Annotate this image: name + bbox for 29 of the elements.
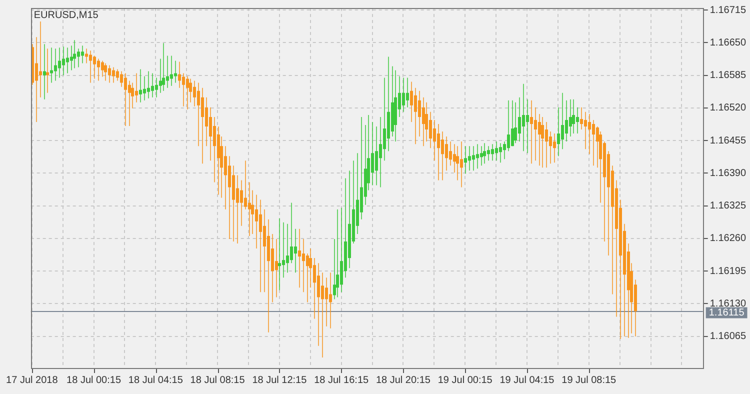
x-tick-label: 19 Jul 00:15: [438, 374, 493, 386]
candlestick: [50, 48, 53, 83]
x-tick-label: 18 Jul 00:15: [66, 374, 122, 386]
y-tick-label: 1.16130: [710, 298, 746, 310]
y-tick-label: 1.16195: [710, 266, 746, 277]
candlestick: [43, 44, 46, 100]
candlestick: [39, 22, 42, 98]
candlestick: [46, 48, 49, 93]
x-tick-label: 18 Jul 04:15: [128, 374, 184, 386]
y-tick-label: 1.16715: [710, 4, 746, 16]
candlestick: [278, 218, 281, 290]
chart-title: EURUSD,M15: [34, 10, 99, 21]
x-tick-label: 18 Jul 08:15: [190, 374, 246, 386]
candlestick: [282, 222, 285, 278]
y-tick-label: 1.16065: [710, 331, 746, 342]
x-tick-label: 18 Jul 12:15: [252, 374, 308, 386]
x-tick-label: 18 Jul 16:15: [314, 374, 370, 386]
x-tick-label: 19 Jul 04:15: [500, 374, 555, 386]
y-tick-label: 1.16260: [710, 233, 746, 244]
ref-line-label: 1.16115: [708, 308, 745, 319]
x-tick-label: 17 Jul 2018: [6, 374, 58, 386]
y-tick-label: 1.16650: [710, 37, 746, 48]
y-tick-label: 1.16325: [710, 200, 746, 212]
y-tick-label: 1.16520: [710, 102, 746, 114]
y-tick-label: 1.16585: [710, 70, 746, 82]
y-tick-label: 1.16455: [710, 135, 746, 146]
x-tick-label: 19 Jul 08:15: [562, 374, 617, 386]
x-tick-label: 18 Jul 20:15: [376, 374, 431, 386]
y-tick-label: 1.16390: [710, 168, 746, 179]
